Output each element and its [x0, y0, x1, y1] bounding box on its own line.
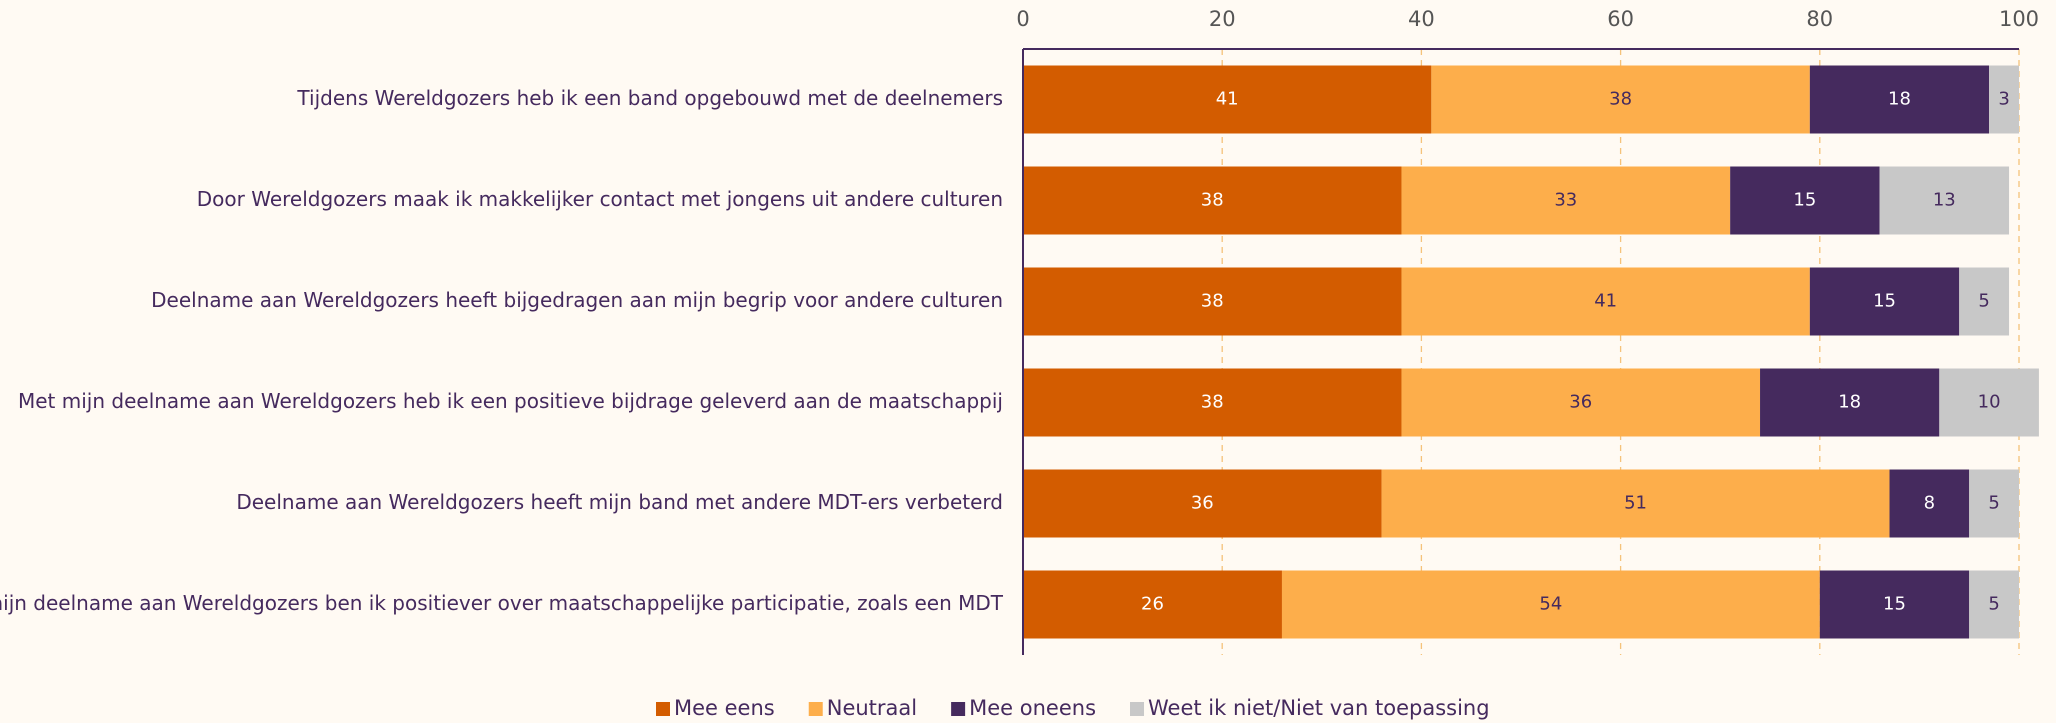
bar-segment	[1023, 570, 1282, 639]
bar-segment	[1401, 368, 1761, 437]
bar-segment	[1023, 166, 1402, 235]
value-label: 41	[1216, 89, 1239, 110]
value-label: 38	[1609, 89, 1632, 110]
value-label: 8	[1924, 493, 1935, 514]
value-label: 3	[1998, 89, 2009, 110]
legend-swatch	[1130, 702, 1145, 716]
value-label: 5	[1988, 493, 1999, 514]
value-label: 38	[1201, 392, 1224, 413]
bar-segment	[1023, 368, 1402, 437]
value-label: 18	[1838, 392, 1861, 413]
bar-segment	[1401, 267, 1810, 336]
x-tick-label: 0	[1016, 7, 1029, 31]
legend-label: Weet ik niet/Niet van toepassing	[1148, 696, 1490, 720]
value-label: 36	[1191, 493, 1214, 514]
value-label: 10	[1978, 392, 2001, 413]
value-label: 15	[1793, 190, 1816, 211]
category-label: Deelname aan Wereldgozers heeft mijn ban…	[236, 490, 1003, 514]
value-label: 41	[1594, 291, 1617, 312]
value-label: 13	[1933, 190, 1956, 211]
bar-segment	[1959, 267, 2010, 336]
bar-segment	[1381, 469, 1890, 538]
value-label: 15	[1883, 594, 1906, 615]
bar-segment	[1969, 469, 2019, 538]
bar-segment	[1989, 65, 2019, 134]
value-label: 54	[1539, 594, 1562, 615]
x-tick-label: 60	[1607, 7, 1634, 31]
category-label: Tijdens Wereldgozers heb ik een band opg…	[296, 86, 1003, 110]
bar-segment	[1023, 65, 1432, 134]
value-label: 38	[1201, 190, 1224, 211]
bar-segment	[1023, 267, 1402, 336]
bar-segment	[1939, 368, 2039, 437]
x-tick-label: 20	[1209, 7, 1236, 31]
bar-segment	[1730, 166, 1880, 235]
value-label: 26	[1141, 594, 1164, 615]
legend-label: Neutraal	[827, 696, 917, 720]
legend-label: Mee eens	[674, 696, 775, 720]
category-label: Deelname aan Wereldgozers heeft bijgedra…	[151, 288, 1003, 312]
value-label: 5	[1978, 291, 1989, 312]
legend-label: Mee oneens	[969, 696, 1096, 720]
bar-segment	[1401, 166, 1731, 235]
value-label: 38	[1201, 291, 1224, 312]
bar-segment	[1281, 570, 1820, 639]
legend-swatch	[656, 702, 670, 716]
value-label: 51	[1624, 493, 1647, 514]
x-tick-label: 40	[1408, 7, 1435, 31]
value-label: 5	[1988, 594, 1999, 615]
category-label: Met mijn deelname aan Wereldgozers heb i…	[18, 389, 1003, 413]
bar-segment	[1889, 469, 1970, 538]
legend-swatch	[951, 702, 966, 716]
category-label: Door mijn deelname aan Wereldgozers ben …	[0, 591, 1004, 615]
bar-segment	[1760, 368, 1940, 437]
category-label: Door Wereldgozers maak ik makkelijker co…	[197, 187, 1003, 211]
bar-segment	[1023, 469, 1382, 538]
bar-segment	[1819, 570, 1970, 639]
value-label: 18	[1888, 89, 1911, 110]
value-label: 33	[1554, 190, 1577, 211]
value-label: 36	[1569, 392, 1592, 413]
legend-swatch	[808, 702, 823, 716]
x-tick-label: 100	[1999, 7, 2039, 31]
bar-segment	[1969, 570, 2019, 639]
bar-segment	[1809, 267, 1960, 336]
bar-segment	[1809, 65, 1990, 134]
x-tick-label: 80	[1806, 7, 1833, 31]
bar-segment	[1431, 65, 1810, 134]
value-label: 15	[1873, 291, 1896, 312]
bar-segment	[1879, 166, 2010, 235]
